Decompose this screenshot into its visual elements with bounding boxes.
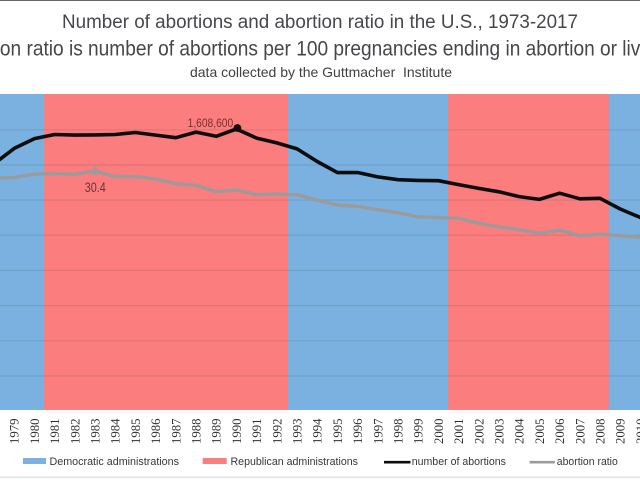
svg-text:1987: 1987: [168, 418, 183, 444]
svg-text:2007: 2007: [572, 418, 587, 444]
svg-text:1981: 1981: [47, 419, 62, 445]
svg-text:Democratic administrations: Democratic administrations: [50, 456, 180, 468]
svg-text:number of abortions: number of abortions: [412, 456, 507, 468]
svg-text:1990: 1990: [229, 419, 244, 445]
svg-text:2006: 2006: [552, 418, 567, 444]
svg-text:1980: 1980: [27, 419, 42, 445]
svg-text:Republican administrations: Republican administrations: [231, 456, 359, 468]
svg-text:1988: 1988: [189, 419, 204, 445]
svg-text:1993: 1993: [290, 419, 305, 445]
svg-text:1996: 1996: [350, 418, 365, 444]
svg-text:1979: 1979: [7, 419, 22, 445]
svg-text:1,608,600: 1,608,600: [188, 118, 234, 130]
svg-text:2009: 2009: [613, 419, 628, 445]
svg-text:2005: 2005: [532, 419, 547, 445]
svg-text:1992: 1992: [269, 419, 284, 445]
svg-text:1998: 1998: [391, 419, 406, 445]
svg-text:2002: 2002: [471, 419, 486, 445]
svg-text:2004: 2004: [512, 418, 527, 444]
svg-text:2000: 2000: [431, 419, 446, 445]
svg-text:1999: 1999: [411, 419, 426, 445]
svg-text:2008: 2008: [593, 419, 608, 445]
svg-text:1982: 1982: [67, 419, 82, 445]
svg-text:Abortion ratio is number of ab: Abortion ratio is number of abortions pe…: [0, 37, 640, 60]
svg-text:data collected by the Guttmach: data collected by the Guttmacher Institu…: [190, 64, 452, 80]
svg-text:1983: 1983: [88, 419, 103, 445]
svg-text:abortion ratio: abortion ratio: [557, 456, 618, 468]
svg-text:2001: 2001: [451, 419, 466, 445]
svg-text:30.4: 30.4: [85, 180, 106, 195]
svg-text:1991: 1991: [249, 419, 264, 445]
svg-text:1984: 1984: [108, 418, 123, 444]
svg-text:2010: 2010: [633, 419, 640, 445]
svg-text:1989: 1989: [209, 419, 224, 445]
svg-text:1986: 1986: [148, 418, 163, 444]
svg-text:Number of abortions and aborti: Number of abortions and abortion ratio i…: [62, 12, 578, 33]
svg-text:1997: 1997: [370, 418, 385, 444]
svg-text:2003: 2003: [492, 419, 507, 445]
svg-text:1994: 1994: [310, 418, 325, 444]
svg-text:1985: 1985: [128, 419, 143, 445]
svg-text:1995: 1995: [330, 419, 345, 445]
